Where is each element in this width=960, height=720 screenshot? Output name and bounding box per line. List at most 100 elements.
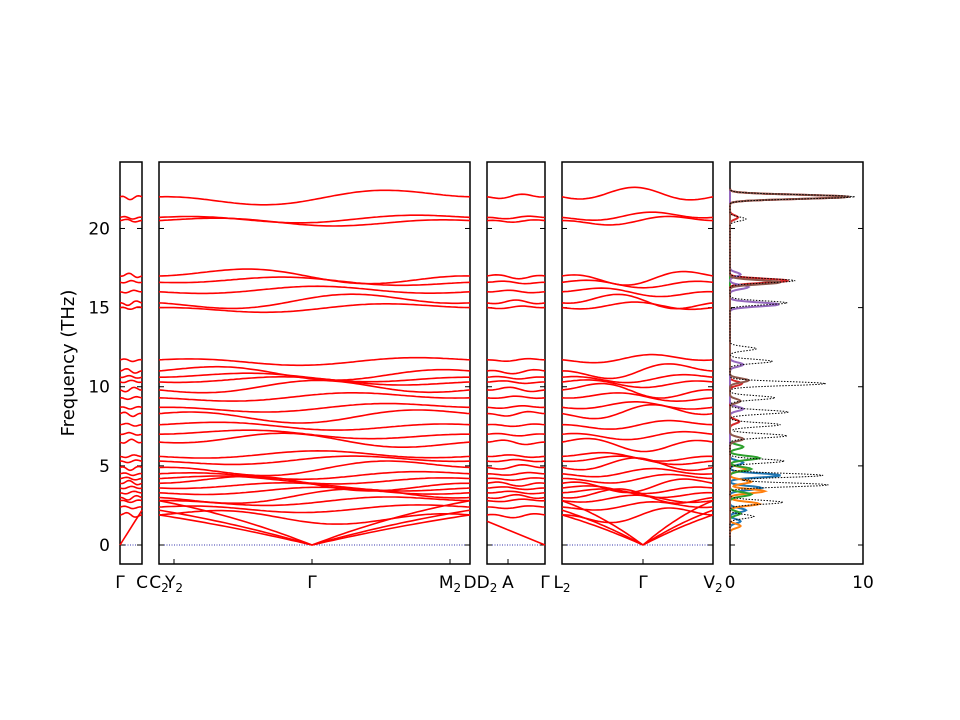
optical-band: [158, 449, 471, 459]
optical-band: [486, 386, 546, 393]
optical-band: [158, 460, 471, 477]
optical-band: [562, 419, 714, 430]
panel-frame: [486, 161, 546, 565]
x-tick-label: D2: [477, 573, 498, 595]
dos-panel: [729, 161, 864, 565]
optical-band: [562, 215, 714, 226]
optical-band: [158, 268, 471, 285]
x-tick-subscript: 2: [161, 581, 169, 595]
optical-band: [561, 353, 714, 364]
optical-band: [119, 279, 143, 284]
y-tick-label: 5: [99, 457, 110, 477]
dos-total: [729, 188, 856, 538]
optical-band: [119, 485, 143, 490]
optical-band: [562, 507, 714, 524]
optical-band: [158, 486, 471, 496]
optical-band: [119, 411, 143, 418]
optical-band: [119, 422, 143, 427]
band-panel-3: [486, 161, 546, 565]
optical-band: [486, 219, 546, 224]
acoustic-band: [158, 514, 313, 546]
optical-band: [486, 273, 546, 280]
optical-band: [158, 217, 471, 227]
optical-band: [119, 490, 142, 495]
optical-band: [561, 382, 714, 399]
optical-band: [487, 215, 546, 220]
optical-band: [120, 494, 143, 501]
optical-band: [158, 276, 471, 287]
dos-frame: [729, 161, 864, 565]
optical-band: [120, 395, 143, 401]
optical-band: [119, 300, 143, 307]
y-tick-label: 15: [88, 299, 110, 319]
optical-band: [486, 405, 546, 409]
optical-band: [486, 463, 546, 470]
optical-band: [486, 454, 546, 459]
dos-x-tick-label: 10: [852, 573, 874, 593]
optical-band: [486, 477, 546, 482]
x-tick-label: C: [136, 573, 148, 593]
optical-band: [561, 430, 714, 441]
optical-band: [158, 285, 471, 295]
optical-band: [119, 454, 142, 459]
dos-x-tick-label: 0: [725, 573, 736, 593]
optical-band: [158, 365, 471, 382]
optical-band: [119, 374, 143, 379]
dos-series-4: [729, 187, 849, 538]
x-tick-label: M2: [439, 573, 461, 595]
band-panels: [119, 161, 714, 565]
band-panel-2: [158, 161, 471, 565]
optical-band: [486, 357, 546, 362]
band-panel-1: [119, 161, 143, 565]
optical-band: [119, 438, 143, 444]
x-tick-label: V2: [703, 573, 722, 595]
optical-band: [159, 429, 470, 440]
optical-band: [561, 293, 714, 310]
optical-band: [119, 306, 143, 310]
optical-band: [119, 215, 143, 220]
optical-band: [119, 272, 143, 279]
optical-band: [486, 280, 545, 285]
optical-band: [486, 513, 546, 519]
optical-band: [561, 478, 714, 494]
optical-band: [486, 439, 546, 446]
dos-series-6: [729, 187, 850, 538]
optical-band: [486, 490, 546, 495]
optical-band: [561, 379, 714, 389]
optical-band: [562, 363, 714, 380]
x-tick-label: D: [463, 573, 476, 593]
optical-band: [119, 194, 143, 201]
optical-band: [561, 488, 714, 505]
optical-band: [561, 485, 714, 495]
optical-band: [561, 301, 714, 311]
optical-band: [119, 379, 143, 384]
optical-band: [119, 431, 143, 436]
optical-band: [561, 500, 714, 511]
optical-band: [486, 299, 546, 305]
optical-band: [561, 401, 714, 410]
optical-band: [561, 211, 714, 221]
x-tick-label: Γ: [540, 573, 550, 593]
optical-band: [119, 511, 143, 518]
optical-band: [119, 472, 143, 477]
x-tick-label: Γ: [115, 573, 125, 593]
acoustic-band: [486, 520, 546, 546]
acoustic-band: [311, 509, 471, 546]
optical-band: [158, 421, 471, 431]
optical-band: [119, 358, 143, 363]
x-tick-subscript: 2: [563, 581, 571, 595]
optical-band: [561, 373, 714, 384]
panel-frame: [561, 161, 714, 565]
optical-band: [486, 458, 546, 463]
optical-band: [158, 470, 471, 481]
band-panel-4: [561, 161, 714, 565]
x-tick-subscript: 2: [490, 581, 498, 595]
acoustic-band: [642, 499, 714, 546]
optical-band: [486, 305, 546, 310]
optical-band: [486, 410, 546, 417]
optical-band: [486, 432, 546, 437]
optical-band: [486, 493, 546, 500]
optical-band: [158, 504, 471, 514]
